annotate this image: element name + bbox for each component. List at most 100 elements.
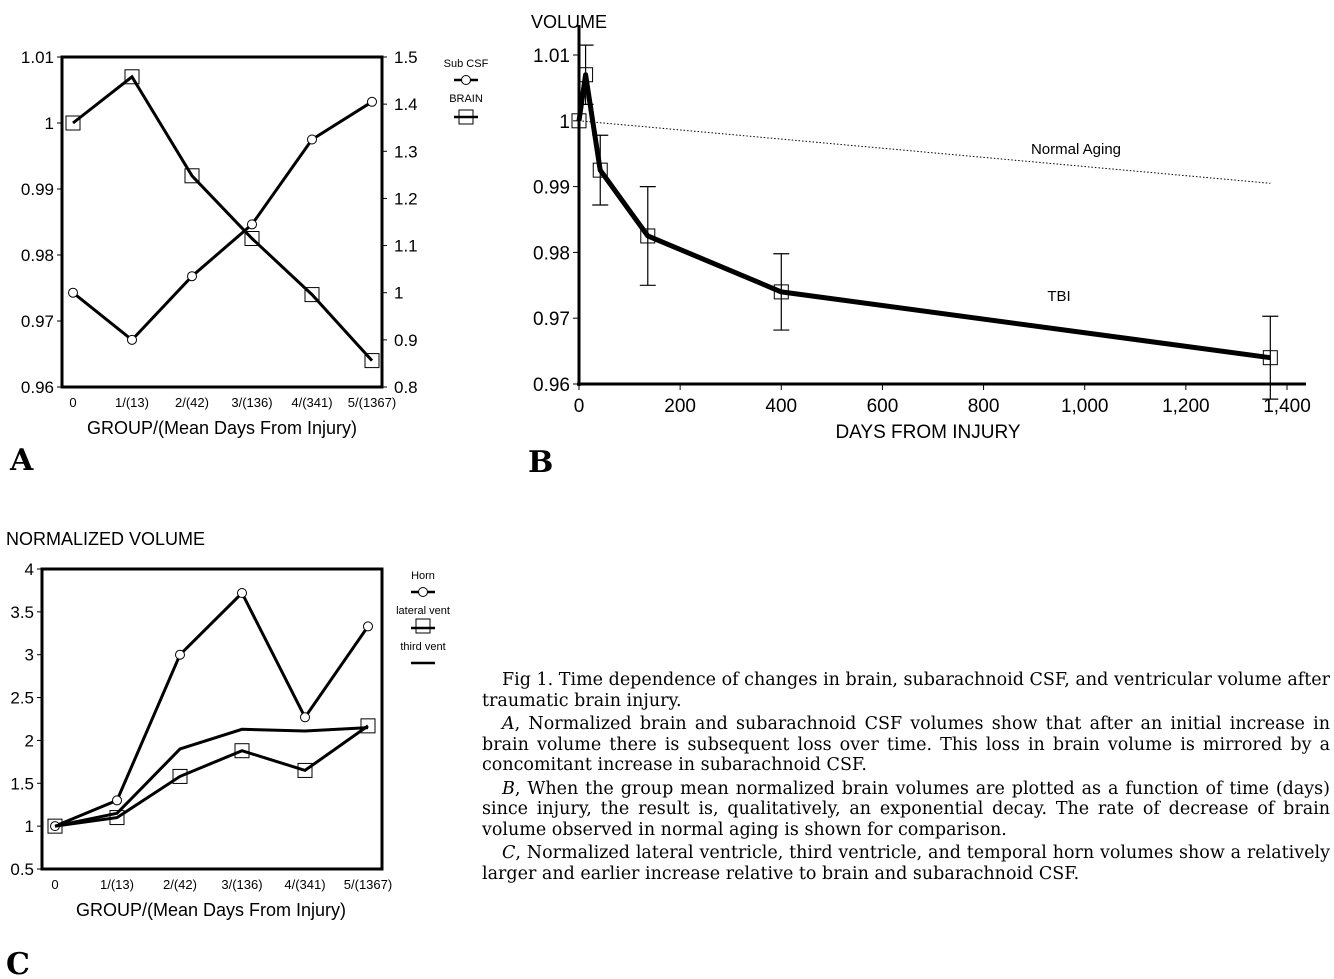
panel-c-legend-lateral-vent-marker <box>415 618 431 634</box>
panel-a-left-tick-label: 1 <box>45 114 54 133</box>
panel-a-right-tick-label: 1.2 <box>394 189 418 208</box>
caption-label-a: A <box>502 714 515 734</box>
panel-c-x-tick-label: 3/(136) <box>221 877 262 892</box>
panel-b-y-tick-label: 0.98 <box>533 243 570 264</box>
caption-label-b: B <box>502 778 515 799</box>
panel-c-y-tick-label: 2.5 <box>10 689 34 708</box>
panel-a-series-sub-csf-point <box>68 287 78 298</box>
caption-paragraph-c: C, Normalized lateral ventricle, third v… <box>482 843 1330 884</box>
caption-text-a: , Normalized brain and subarachnoid CSF … <box>482 714 1330 775</box>
panel-b-letter: B <box>528 445 553 480</box>
panel-b-series-normal-aging-line <box>578 120 1271 184</box>
caption-label-c: C <box>502 843 516 863</box>
panel-a-series-brain-point <box>364 353 380 369</box>
panel-b-y-tick-label: 0.97 <box>533 309 570 330</box>
panel-b-x-tick-label: 200 <box>664 396 696 417</box>
figure-caption: Fig 1. Time dependence of changes in bra… <box>482 670 1330 887</box>
panel-c-legend-horn-marker <box>418 587 428 597</box>
panel-b-y-axis-label: VOLUME <box>531 12 607 32</box>
panel-b-y-tick-label: 0.99 <box>533 178 570 199</box>
panel-a-right-tick-label: 1 <box>394 284 403 303</box>
panel-a-legend-subcsf-marker <box>461 75 471 85</box>
panel-b-x-axis-label: DAYS FROM INJURY <box>835 422 1020 443</box>
panel-c-legend-horn-label: Horn <box>411 570 435 582</box>
panel-b-x-tick-label: 1,200 <box>1162 396 1210 417</box>
panel-a-x-tick-label: 0 <box>69 395 76 410</box>
panel-a-plot-frame <box>60 55 384 389</box>
panel-c-plot-frame <box>40 567 384 871</box>
panel-a-x-tick-label: 1/(13) <box>115 395 149 410</box>
panel-a-right-tick-label: 1.4 <box>394 95 418 114</box>
panel-a-series-sub-csf-point <box>187 271 197 282</box>
panel-c-series-horn-point <box>363 621 373 632</box>
panel-c-series-lateral-vent-point <box>172 768 188 784</box>
panel-c-series-lateral-vent-point <box>109 810 125 826</box>
panel-a-x-tick-label: 5/(1367) <box>348 395 396 410</box>
panel-a-x-tick-label: 2/(42) <box>175 395 209 410</box>
panel-a-left-tick-label: 0.97 <box>21 312 54 331</box>
panel-c-x-tick-label: 4/(341) <box>284 877 325 892</box>
caption-paragraph-b: B, When the group mean normalized brain … <box>482 779 1330 841</box>
panel-b-x-tick-label: 0 <box>574 396 585 417</box>
panel-b-y-tick-label: 0.96 <box>533 375 570 396</box>
panel-b-x-tick-label: 800 <box>968 396 1000 417</box>
panel-b-annotation-normal-aging: Normal Aging <box>1031 141 1121 158</box>
panel-c-series-lateral-vent-line <box>54 724 369 828</box>
panel-c-legend-third-vent-label: third vent <box>400 641 445 653</box>
panel-c-y-tick-label: 3 <box>25 646 34 665</box>
panel-a-x-tick-label: 4/(341) <box>291 395 332 410</box>
panel-a-series-brain-point <box>65 115 81 131</box>
panel-a-right-tick-label: 1.3 <box>394 142 418 161</box>
panel-b-series-tbi-point <box>1262 350 1278 366</box>
panel-a-legend-brain-label: BRAIN <box>449 93 483 105</box>
panel-c-legend-lateral-vent-label: lateral vent <box>396 605 450 617</box>
panel-b-y-tick-label: 1.01 <box>533 46 570 67</box>
panel-b-x-tick-label: 600 <box>867 396 899 417</box>
panel-c-series-lateral-vent-point <box>234 743 250 759</box>
panel-b-series-tbi-point <box>578 67 594 83</box>
panel-b-x-tick-label: 1,400 <box>1263 396 1311 417</box>
caption-text-c: , Normalized lateral ventricle, third ve… <box>482 843 1330 884</box>
panel-a-series-sub-csf-point <box>367 96 377 107</box>
panel-a-series-brain-point <box>244 231 260 246</box>
panel-b-x-tick-label: 1,000 <box>1061 396 1109 417</box>
panel-c-y-tick-label: 0.5 <box>10 860 34 879</box>
panel-a-left-tick-label: 1.01 <box>21 48 54 67</box>
panel-c-y-tick-label: 2 <box>25 731 34 750</box>
panel-c-series-horn-point <box>237 588 247 598</box>
panel-a-series-sub-csf-point <box>247 219 257 230</box>
panel-c-series-horn-point <box>112 795 122 806</box>
panel-b-annotation-tbi: TBI <box>1047 288 1070 305</box>
panel-c-series-horn-line <box>54 590 370 828</box>
panel-c-series-lateral-vent-point <box>360 718 376 734</box>
panel-c-x-tick-label: 5/(1367) <box>344 877 392 892</box>
panel-c-y-tick-label: 1 <box>25 817 34 836</box>
panel-b-y-tick-label: 1 <box>559 112 570 133</box>
panel-a-right-tick-label: 0.9 <box>394 331 418 350</box>
panel-a-letter: A <box>9 443 34 478</box>
panel-c-x-tick-label: 2/(42) <box>163 877 197 892</box>
panel-a-right-tick-label: 1.1 <box>394 237 418 256</box>
panel-b-x-tick-label: 400 <box>765 396 797 417</box>
panel-b-series-tbi-line <box>576 72 1271 361</box>
panel-a-left-tick-label: 0.98 <box>21 246 54 265</box>
panel-a-left-tick-label: 0.96 <box>21 378 54 397</box>
caption-title: Fig 1. Time dependence of changes in bra… <box>482 670 1330 711</box>
panel-a-left-tick-label: 0.99 <box>21 180 54 199</box>
panel-c-series-horn-point <box>175 649 185 660</box>
panel-c-y-axis-label: NORMALIZED VOLUME <box>6 529 205 549</box>
panel-c-letter: C <box>6 947 30 979</box>
panel-c-x-axis-label: GROUP/(Mean Days From Injury) <box>76 900 346 920</box>
panel-a-series-sub-csf-line <box>72 100 373 342</box>
panel-a-legend-subcsf-label: Sub CSF <box>444 58 489 70</box>
caption-paragraph-a: A, Normalized brain and subarachnoid CSF… <box>482 714 1330 776</box>
panel-a-x-tick-label: 3/(136) <box>231 395 272 410</box>
panel-b-series-tbi-point <box>640 228 656 244</box>
panel-a-series-brain-point <box>304 287 320 303</box>
panel-a-series-brain-point <box>124 69 140 85</box>
panel-a-right-tick-label: 0.8 <box>394 378 418 397</box>
caption-text-b: , When the group mean normalized brain v… <box>482 778 1330 840</box>
panel-c-y-tick-label: 4 <box>25 560 34 579</box>
panel-c-series-horn-point <box>300 712 310 723</box>
